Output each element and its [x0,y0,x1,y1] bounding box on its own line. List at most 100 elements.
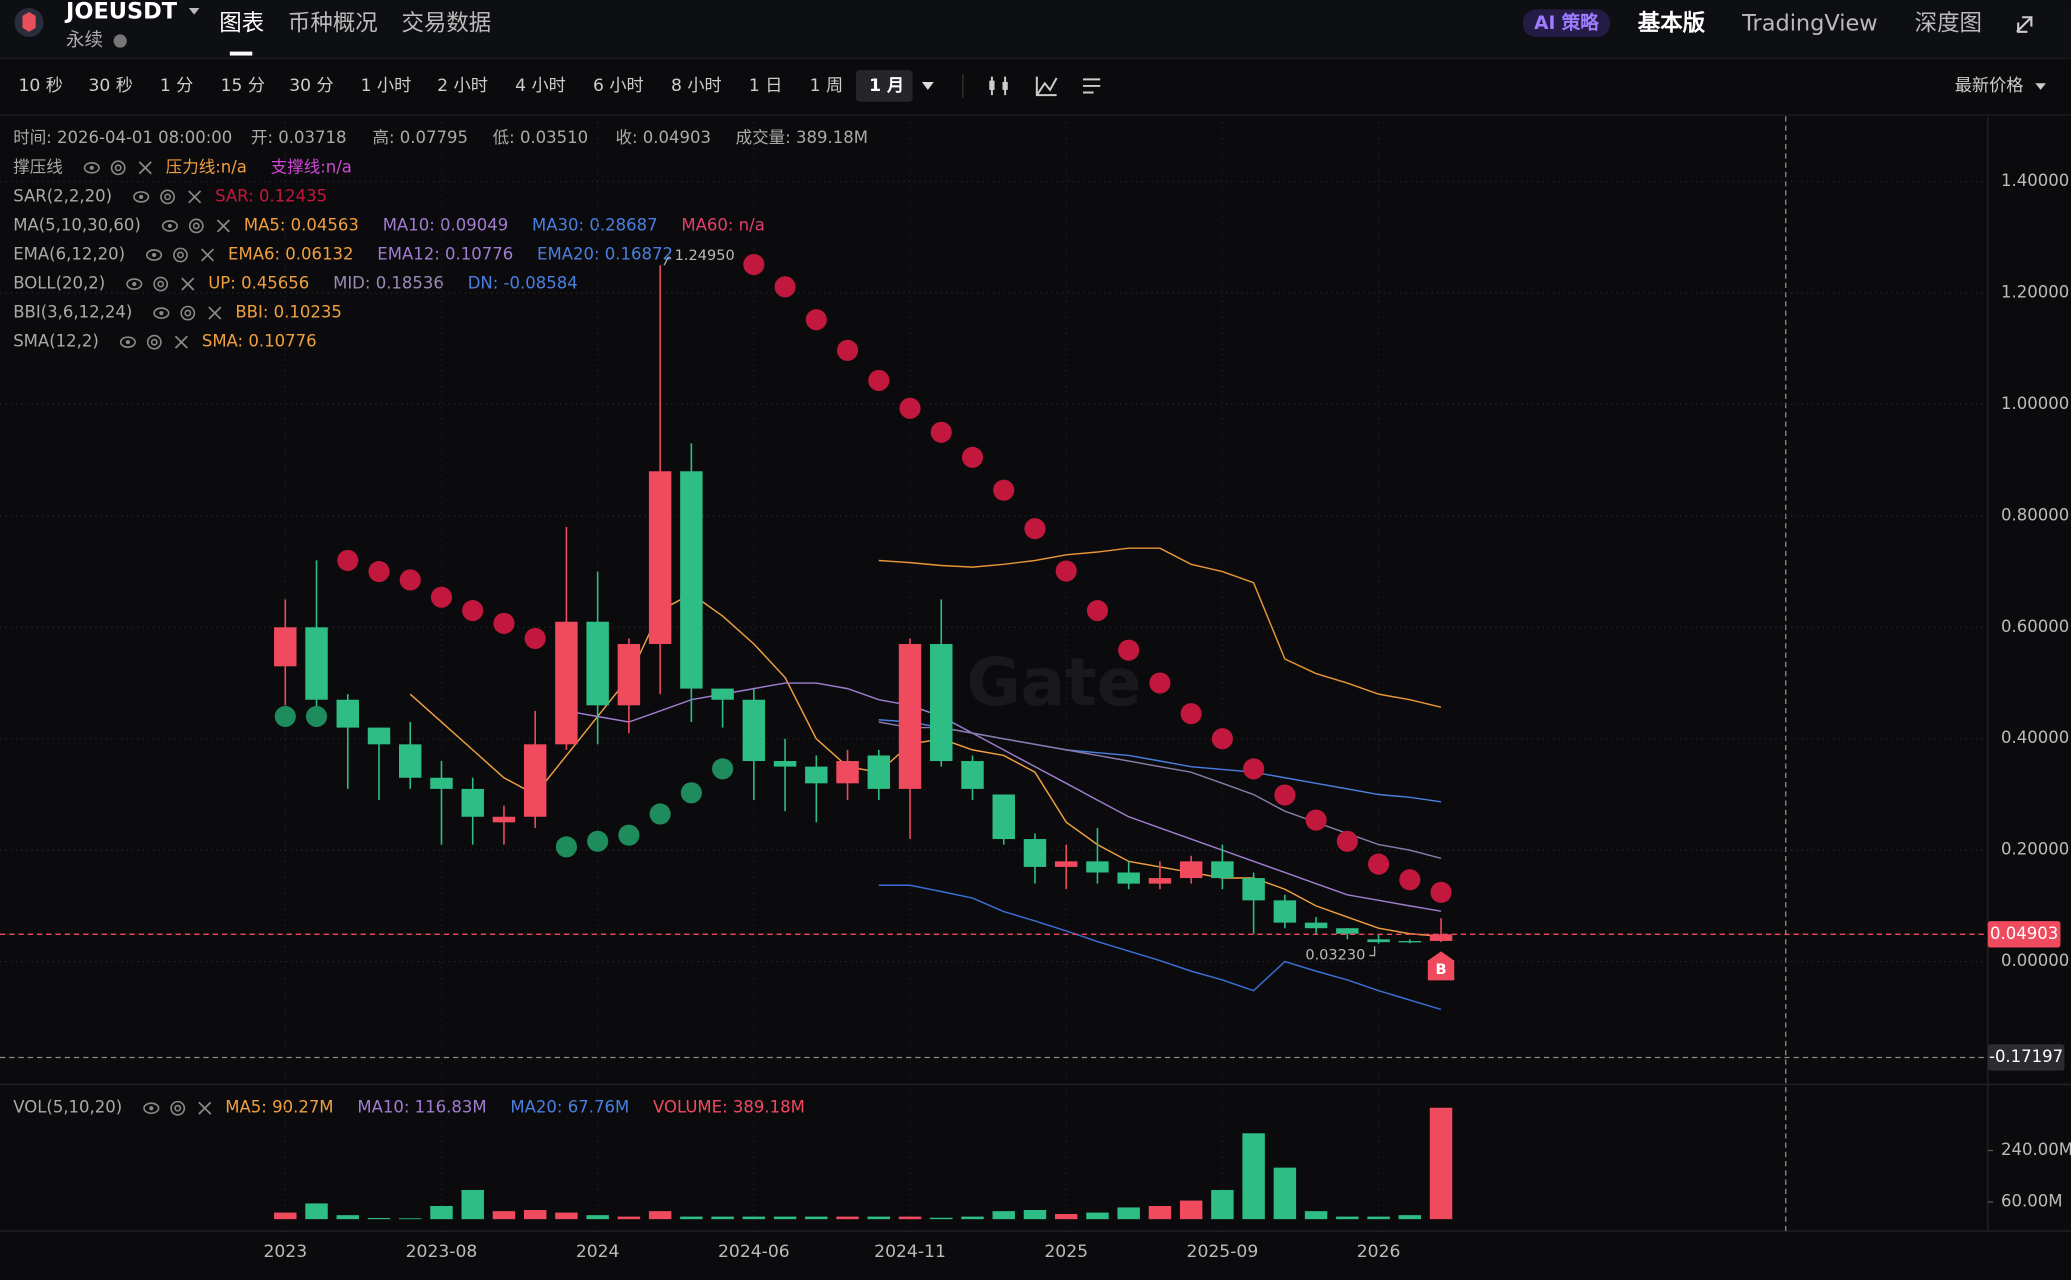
ai-badge[interactable]: AI 策略 [1534,12,1599,34]
y-tick-label: 0.20000 [2001,840,2069,859]
view-option[interactable]: TradingView [1741,10,1878,36]
candle-type-icon-body [989,80,995,90]
interval-option[interactable]: 10 秒 [18,76,62,96]
indicator-name: VOL(5,10,20) [13,1098,122,1117]
sar-dot [1399,869,1421,891]
interval-option[interactable]: 4 小时 [515,76,566,96]
settings-icon[interactable] [153,276,169,292]
nav-tab[interactable]: 交易数据 [401,10,491,36]
interval-option[interactable]: 2 小时 [437,76,488,96]
candle-body [1336,928,1359,934]
info-icon[interactable] [113,34,127,48]
close-icon[interactable] [174,335,188,349]
volume-bar [617,1216,641,1220]
eye-icon[interactable] [161,220,178,232]
candle-body [648,471,672,645]
volume-bar [961,1216,984,1220]
eye-icon[interactable] [83,162,100,174]
settings-icon[interactable] [173,247,188,263]
symbol-dropdown[interactable] [188,8,200,15]
close-icon[interactable] [181,277,195,291]
sar-dot [1211,728,1233,750]
price-source[interactable]: 最新价格 [1955,76,2024,96]
price-source-dropdown[interactable] [2035,83,2046,90]
sar-dot [836,339,859,361]
candle-body [430,777,453,789]
high-label: 1.24950 [675,248,735,264]
candle-body [1023,839,1047,867]
view-option[interactable]: 深度图 [1915,10,1982,36]
settings-icon[interactable] [110,160,126,176]
sar-dot [649,803,671,825]
settings-core [192,222,200,230]
settings-icon[interactable] [1083,78,1101,94]
volume-tick-label: 240.00M [2001,1140,2071,1159]
close-icon[interactable] [216,219,230,233]
close-icon[interactable] [138,161,152,175]
active-interval-bg [855,70,913,102]
interval-option[interactable]: 1 日 [749,76,783,96]
interval-option[interactable]: 6 小时 [593,76,644,96]
y-tick-label: 1.40000 [2001,171,2069,190]
interval-option[interactable]: 30 秒 [88,76,132,96]
eye-pupil [132,281,137,287]
sar-dot [430,586,453,608]
settings-core [157,280,165,288]
y-tick-label: 0.00000 [2001,951,2069,970]
fullscreen-icon[interactable] [2016,16,2033,33]
symbol[interactable]: JOEUSDT [64,0,178,24]
close-icon[interactable] [188,190,202,204]
eye-icon[interactable] [153,307,170,319]
candle-body [399,744,422,778]
close-icon[interactable] [201,248,215,262]
settings-core [114,164,122,172]
settings-icon[interactable] [146,334,162,350]
nav-tab[interactable]: 图表 [219,10,264,36]
eye-icon[interactable] [133,191,150,203]
ai-badge-bg[interactable] [1522,9,1611,38]
sar-dot [337,549,359,571]
settings-icon[interactable] [188,218,204,234]
view-option[interactable]: 基本版 [1638,9,1706,36]
sar-dot [1118,639,1140,661]
indicator-value: MA30: 0.28687 [532,215,658,234]
candle-body [367,727,391,745]
volume-bar [430,1205,453,1220]
indicator-icon[interactable] [1035,76,1058,97]
volume-bar [773,1216,797,1220]
eye-icon[interactable] [126,278,143,290]
volume-bar [274,1212,297,1220]
candle-body [1304,922,1328,929]
watermark: Gate [966,644,1141,721]
indicator-name: BOLL(20,2) [13,274,105,293]
close-icon[interactable] [198,1101,212,1115]
interval-option[interactable]: 15 分 [221,76,265,96]
sar-dot [462,600,484,622]
interval-option[interactable]: 30 分 [289,76,333,96]
indicator-value: UP: 0.45656 [208,274,309,293]
candle-body [711,688,734,700]
sar-dot [274,705,296,728]
candle-body [617,644,641,706]
volume-bar [555,1212,578,1220]
interval-dropdown[interactable] [921,81,934,90]
interval-option[interactable]: 1 小时 [361,76,412,96]
close-icon[interactable] [208,306,222,320]
nav-tab[interactable]: 币种概况 [288,10,378,36]
settings-icon[interactable] [160,189,175,205]
settings-icon[interactable] [170,1100,186,1116]
eye-icon[interactable] [146,249,163,261]
candle-body [836,761,859,784]
interval-option[interactable]: 1 周 [810,76,844,96]
interval-option[interactable]: 1 月 [869,76,904,96]
eye-icon[interactable] [119,336,136,348]
eye-icon[interactable] [143,1102,160,1115]
interval-option[interactable]: 1 分 [160,76,194,96]
indicator-value: EMA6: 0.06132 [228,244,353,263]
interval-option[interactable]: 8 小时 [671,76,722,96]
buy-marker[interactable] [1427,951,1455,981]
settings-icon[interactable] [180,305,196,321]
candle-body [1398,941,1422,943]
sar-dot [930,421,952,443]
